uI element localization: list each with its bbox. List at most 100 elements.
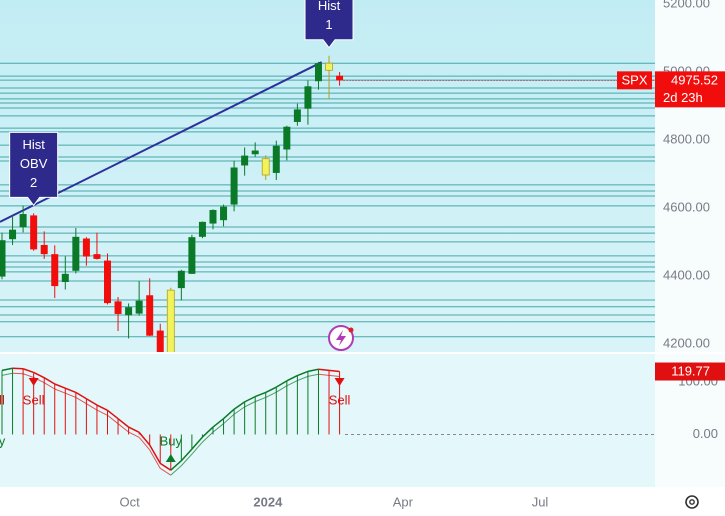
sell-label: Sell [329,392,351,407]
sell-marker [334,378,345,386]
price-tag [655,71,725,108]
signal-line [191,441,203,455]
candle-body [230,167,238,205]
oscillator-line [96,404,108,411]
signal-line [244,401,256,408]
signal-line [138,437,151,451]
annotation-text: OBV [20,156,48,171]
oscillator-line [117,418,130,428]
candle-body [30,215,38,250]
oscillator-line [328,369,340,373]
oscillator-line [201,426,214,438]
symbol-tag [617,71,652,90]
x-tick-label: Jul [532,494,549,509]
oscillator-line [12,367,24,370]
signal-line [43,382,56,390]
x-tick-label: Oct [120,494,141,509]
candle-body [293,109,301,122]
signal-line [297,375,309,382]
sell-label: Sell [0,392,5,407]
candle-body [19,214,27,228]
signal-line [1,372,13,376]
oscillator-line [33,371,45,379]
annotation-text: 1 [325,17,332,32]
oscillator-line [297,370,309,377]
signal-line [328,374,340,378]
candle-body [51,254,59,287]
buy-label: Buy [160,433,183,448]
signal-line [202,431,214,443]
signal-line [22,373,34,378]
signal-line [54,388,66,394]
oscillator-line [265,386,277,394]
signal-line [117,423,129,433]
candle-body [156,330,164,352]
indicator-pane [0,354,655,487]
buy-label: Buy [0,433,6,448]
annotation-box [304,0,354,49]
candle-body [82,238,90,257]
oscillator-line [275,380,288,388]
candle-body [93,254,101,259]
candle-body [0,240,6,277]
candle-body [135,300,143,314]
oscillator-line [1,367,13,372]
main-pane [0,0,655,352]
price-tag-text: 4975.52 [671,72,718,87]
signal-line [75,396,87,405]
signal-line [180,453,193,467]
candle-body [209,209,217,224]
candle-body [114,301,122,314]
candle-body [251,150,259,155]
signal-line [128,431,140,438]
indicator-plot: Sell Buy Sell Buy Sell [0,367,655,476]
candle-body [283,126,291,150]
signal-line [159,467,172,476]
annotation-text: Hist [318,0,341,13]
candle-body [166,289,175,352]
oscillator-line [75,391,87,400]
candle-body [103,260,111,304]
oscillator-line [191,436,204,450]
candle-body [146,295,154,336]
oscillator-line [223,408,235,420]
y-tick-label: 4800.00 [663,131,710,146]
sell-marker [28,378,39,386]
signal-line [255,396,266,403]
settings-button[interactable] [685,495,699,509]
oscillator-line [138,431,151,446]
oscillator-line [22,368,34,374]
candle-body [198,221,206,237]
oscillator-line [212,418,225,428]
candle-body [125,307,133,316]
signal-line [96,409,108,416]
candle-body [220,206,228,221]
axes: 4200.004400.004600.004800.005000.005200.… [120,0,725,509]
indicator-tag-text: 119.77 [671,363,710,378]
oscillator-line [180,448,193,462]
signal-line [86,403,98,411]
oscillator-line [86,398,98,406]
y-tick-label: 0.00 [693,426,718,441]
candle-body [61,273,69,283]
candle-body [272,145,280,173]
annotation-box [9,131,59,207]
signal-line [170,465,182,476]
indicator-tag [655,362,725,381]
alert-icon [328,325,354,351]
signal-line [286,380,298,387]
candle-body [336,75,344,81]
oscillator-line [170,460,182,471]
signal-line [212,423,224,433]
signal-line [223,413,235,425]
candle-body [304,86,312,109]
oscillator-line [318,368,330,372]
signal-line [265,391,277,398]
candle-body [241,155,249,166]
oscillator-line [128,426,140,434]
candle-body [325,62,333,71]
candle-body [261,158,270,176]
candle-body [314,63,322,82]
